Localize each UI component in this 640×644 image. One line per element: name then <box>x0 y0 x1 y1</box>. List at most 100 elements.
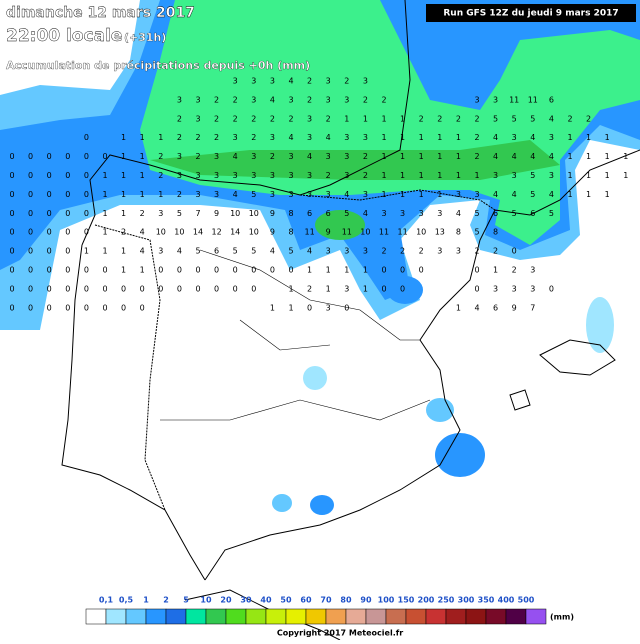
grid-value: 0 <box>65 190 70 199</box>
run-box <box>426 4 636 22</box>
grid-value: 3 <box>456 190 461 199</box>
grid-value: 0 <box>28 190 33 199</box>
grid-value: 3 <box>474 95 479 104</box>
grid-value: 1 <box>437 133 442 142</box>
grid-value: 4 <box>493 190 498 199</box>
precip-cell <box>303 366 327 390</box>
precip-cell <box>315 210 365 240</box>
grid-value: 0 <box>65 303 70 312</box>
coast-france-med <box>494 149 640 216</box>
legend-swatch <box>325 608 347 625</box>
grid-value: 3 <box>307 114 312 123</box>
grid-value: 1 <box>140 152 145 161</box>
grid-value: 4 <box>549 114 554 123</box>
date: dimanche 12 mars 2017 <box>6 5 195 21</box>
grid-value: 3 <box>437 209 442 218</box>
grid-value: 1 <box>437 171 442 180</box>
grid-value: 0 <box>177 266 182 275</box>
grid-value: 3 <box>270 133 275 142</box>
grid-value: 0 <box>47 266 52 275</box>
grid-value: 11 <box>379 228 389 237</box>
grid-value: 4 <box>493 133 498 142</box>
grid-value: 4 <box>288 133 293 142</box>
legend-swatch <box>505 608 527 625</box>
regions <box>160 249 431 421</box>
grid-value: 1 <box>363 266 368 275</box>
legend-swatch <box>425 608 447 625</box>
grid-value: 5 <box>530 171 535 180</box>
grid-value: 3 <box>177 171 182 180</box>
grid-value: 11 <box>398 228 408 237</box>
legend-swatch <box>265 608 287 625</box>
grid-value: 1 <box>567 171 572 180</box>
grid-value: 1 <box>158 190 163 199</box>
grid-value: 1 <box>140 171 145 180</box>
grid-value: 2 <box>251 133 256 142</box>
grid-value: 1 <box>567 133 572 142</box>
grid-value: 3 <box>233 133 238 142</box>
grid-value: 5 <box>549 209 554 218</box>
grid-value: 3 <box>363 77 368 86</box>
grid-value: 3 <box>344 171 349 180</box>
legend-swatch <box>205 608 227 625</box>
grid-value: 2 <box>586 114 591 123</box>
grid-value: 6 <box>493 303 498 312</box>
coast-east <box>204 209 496 581</box>
grid-value: 0 <box>9 247 14 256</box>
grid-value: 2 <box>158 171 163 180</box>
grid-value: 3 <box>288 171 293 180</box>
grid-value: 1 <box>567 190 572 199</box>
grid-value: 4 <box>233 152 238 161</box>
grid-value: 3 <box>530 266 535 275</box>
grid-value: 0 <box>102 303 107 312</box>
grid-value: 4 <box>177 247 182 256</box>
grid-value: 8 <box>456 228 461 237</box>
grid-value: 1 <box>140 133 145 142</box>
grid-value: 1 <box>121 171 126 180</box>
legend-label: 30 <box>240 596 252 605</box>
lead: (+31h) <box>124 31 166 44</box>
precip-cell <box>586 297 614 353</box>
grid-value: 3 <box>512 284 517 293</box>
grid-value: 5 <box>288 247 293 256</box>
grid-value: 3 <box>270 77 275 86</box>
grid-value: 1 <box>288 284 293 293</box>
grid-value: 2 <box>307 284 312 293</box>
grid-value: 0 <box>84 284 89 293</box>
grid-value: 3 <box>158 247 163 256</box>
grid-value: 1 <box>158 133 163 142</box>
legend-swatch <box>245 608 267 625</box>
legend-swatch <box>345 608 367 625</box>
grid-value: 2 <box>326 171 331 180</box>
grid-value: 1 <box>140 266 145 275</box>
grid-value: 0 <box>400 266 405 275</box>
grid-value: 2 <box>474 247 479 256</box>
grid-value: 2 <box>326 114 331 123</box>
grid-value: 1 <box>121 133 126 142</box>
grid-value: 1 <box>400 190 405 199</box>
legend-label: 5 <box>183 596 189 605</box>
grid-value: 1 <box>288 303 293 312</box>
grid-value: 2 <box>363 152 368 161</box>
grid-value: 0 <box>47 190 52 199</box>
grid-value: 2 <box>307 77 312 86</box>
grid-value: 1 <box>586 133 591 142</box>
grid-value: 3 <box>549 133 554 142</box>
grid-value: 1 <box>605 152 610 161</box>
grid-value: 3 <box>549 171 554 180</box>
grid-value: 0 <box>474 266 479 275</box>
grid-value: 10 <box>156 228 166 237</box>
grid-value: 1 <box>102 228 107 237</box>
grid-value: 1 <box>474 171 479 180</box>
grid-value: 4 <box>288 77 293 86</box>
grid-value: 3 <box>474 190 479 199</box>
grid-value: 1 <box>102 247 107 256</box>
grid-value: 4 <box>456 209 461 218</box>
grid-value: 3 <box>251 77 256 86</box>
grid-value: 2 <box>158 152 163 161</box>
grid-value: 1 <box>102 190 107 199</box>
grid-value: 2 <box>419 114 424 123</box>
grid-value: 2 <box>270 114 275 123</box>
grid-value: 10 <box>416 228 426 237</box>
grid-value: 3 <box>251 152 256 161</box>
